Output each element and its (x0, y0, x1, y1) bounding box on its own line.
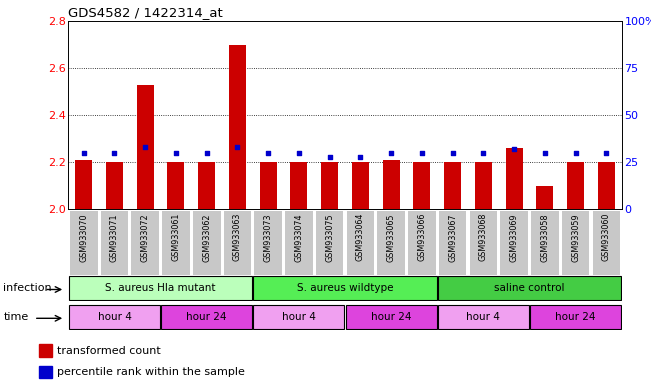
Text: hour 24: hour 24 (371, 312, 411, 322)
Bar (167, 162, 184, 209)
FancyBboxPatch shape (162, 211, 190, 275)
Bar (76, 160, 92, 209)
Bar (229, 45, 246, 209)
FancyBboxPatch shape (346, 305, 437, 329)
FancyBboxPatch shape (438, 305, 529, 329)
Point (324, 154, 335, 160)
Text: GDS4582 / 1422314_at: GDS4582 / 1422314_at (68, 5, 223, 18)
Point (109, 150, 120, 156)
FancyBboxPatch shape (438, 276, 621, 300)
FancyBboxPatch shape (193, 211, 221, 275)
Bar (352, 162, 369, 209)
Text: hour 4: hour 4 (466, 312, 501, 322)
Text: GSM933062: GSM933062 (202, 213, 211, 262)
Bar (260, 162, 277, 209)
FancyBboxPatch shape (255, 211, 282, 275)
Point (79, 150, 89, 156)
Text: GSM933064: GSM933064 (356, 213, 365, 262)
Bar (383, 160, 400, 209)
Text: S. aureus wildtype: S. aureus wildtype (297, 283, 393, 293)
Text: GSM933067: GSM933067 (448, 213, 457, 262)
Text: transformed count: transformed count (57, 346, 161, 356)
Text: hour 24: hour 24 (555, 312, 596, 322)
FancyBboxPatch shape (69, 305, 160, 329)
Point (263, 150, 273, 156)
Bar (106, 162, 123, 209)
FancyBboxPatch shape (285, 211, 312, 275)
Point (386, 150, 396, 156)
Bar (598, 162, 615, 209)
Bar (38, 344, 52, 357)
Text: GSM933073: GSM933073 (264, 213, 273, 262)
Bar (506, 148, 523, 209)
FancyBboxPatch shape (562, 211, 589, 275)
Text: time: time (3, 312, 29, 322)
FancyBboxPatch shape (500, 211, 528, 275)
FancyBboxPatch shape (161, 305, 252, 329)
Point (294, 150, 304, 156)
FancyBboxPatch shape (531, 211, 559, 275)
Bar (137, 84, 154, 209)
Text: saline control: saline control (494, 283, 564, 293)
FancyBboxPatch shape (69, 276, 252, 300)
Point (355, 154, 366, 160)
Bar (475, 162, 492, 209)
Text: GSM933061: GSM933061 (171, 213, 180, 262)
FancyBboxPatch shape (346, 211, 374, 275)
Text: infection: infection (3, 283, 52, 293)
Text: GSM933069: GSM933069 (510, 213, 519, 262)
Point (140, 144, 150, 150)
Point (601, 150, 611, 156)
Text: hour 24: hour 24 (186, 312, 227, 322)
FancyBboxPatch shape (132, 211, 159, 275)
Bar (567, 162, 584, 209)
Bar (536, 186, 553, 209)
Point (509, 146, 519, 152)
Bar (413, 162, 430, 209)
Point (417, 150, 427, 156)
Point (540, 150, 550, 156)
Text: GSM933059: GSM933059 (571, 213, 580, 262)
Text: GSM933066: GSM933066 (417, 213, 426, 262)
Text: hour 4: hour 4 (282, 312, 316, 322)
Text: GSM933065: GSM933065 (387, 213, 396, 262)
FancyBboxPatch shape (469, 211, 497, 275)
Point (201, 150, 212, 156)
Text: GSM933072: GSM933072 (141, 213, 150, 262)
Point (171, 150, 181, 156)
Bar (321, 162, 338, 209)
Text: GSM933063: GSM933063 (233, 213, 242, 262)
FancyBboxPatch shape (530, 305, 621, 329)
Text: GSM933068: GSM933068 (479, 213, 488, 262)
Text: S. aureus Hla mutant: S. aureus Hla mutant (105, 283, 216, 293)
Point (478, 150, 488, 156)
FancyBboxPatch shape (70, 211, 98, 275)
Text: GSM933070: GSM933070 (79, 213, 89, 262)
Text: GSM933075: GSM933075 (325, 213, 334, 262)
Text: GSM933071: GSM933071 (110, 213, 119, 262)
FancyBboxPatch shape (408, 211, 436, 275)
Point (447, 150, 458, 156)
Text: GSM933074: GSM933074 (294, 213, 303, 262)
FancyBboxPatch shape (253, 305, 344, 329)
FancyBboxPatch shape (316, 211, 344, 275)
Bar (290, 162, 307, 209)
Bar (38, 366, 52, 379)
Text: hour 4: hour 4 (98, 312, 132, 322)
Bar (444, 162, 461, 209)
FancyBboxPatch shape (378, 211, 405, 275)
Point (232, 144, 243, 150)
Point (570, 150, 581, 156)
Text: percentile rank within the sample: percentile rank within the sample (57, 367, 245, 377)
FancyBboxPatch shape (223, 211, 251, 275)
Text: GSM933058: GSM933058 (540, 213, 549, 262)
FancyBboxPatch shape (592, 211, 620, 275)
FancyBboxPatch shape (101, 211, 128, 275)
Text: GSM933060: GSM933060 (602, 213, 611, 262)
Bar (199, 162, 215, 209)
FancyBboxPatch shape (253, 276, 437, 300)
FancyBboxPatch shape (439, 211, 467, 275)
